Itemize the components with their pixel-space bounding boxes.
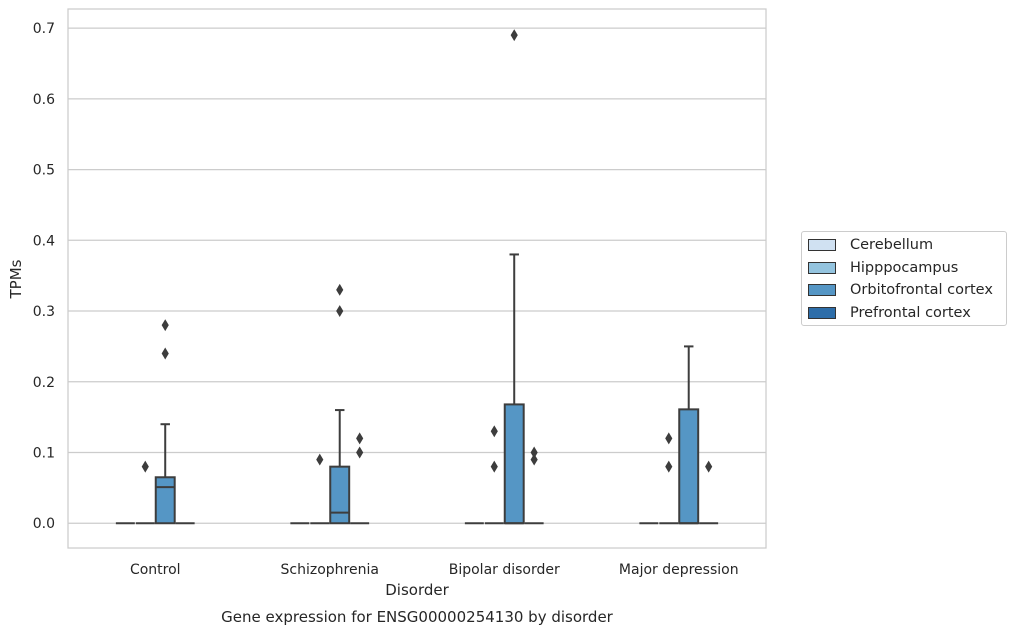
box-body — [154, 476, 176, 525]
legend-label: Orbitofrontal cortex — [850, 282, 993, 298]
legend-item-hippocampus: Hipppocampus — [808, 258, 958, 278]
outlier-points — [141, 29, 713, 473]
y-tick-label: 0.3 — [33, 304, 55, 320]
outlier-point — [316, 453, 324, 466]
chart-title: Gene expression for ENSG00000254130 by d… — [221, 608, 614, 626]
legend-swatch — [808, 284, 836, 296]
y-tick-label: 0.2 — [33, 375, 55, 391]
grid-lines — [68, 27, 766, 524]
outlier-point — [336, 305, 344, 318]
legend-item-prefrontal-cortex: Prefrontal cortex — [808, 303, 971, 323]
outlier-point — [356, 446, 364, 459]
outlier-point — [490, 425, 498, 438]
box-body — [329, 465, 351, 525]
y-tick-labels: 0.0 0.1 0.2 0.3 0.4 0.5 0.6 0.7 — [33, 21, 55, 532]
legend-swatch — [808, 239, 836, 251]
plot-frame — [67, 8, 767, 549]
outlier-point — [665, 432, 673, 445]
outlier-point — [665, 460, 673, 473]
box-group — [503, 253, 525, 525]
y-axis-label: TPMs — [7, 259, 25, 299]
x-tick-label: Bipolar disorder — [449, 562, 560, 578]
y-tick-label: 0.4 — [33, 233, 55, 249]
outlier-point — [161, 347, 169, 360]
outlier-point — [530, 453, 538, 466]
legend: Cerebellum Hipppocampus Orbitofrontal co… — [801, 231, 1007, 326]
outlier-point — [336, 283, 344, 296]
outlier-point — [510, 29, 518, 42]
outlier-point — [490, 460, 498, 473]
y-tick-label: 0.0 — [33, 516, 55, 532]
legend-label: Prefrontal cortex — [850, 305, 971, 321]
x-tick-label: Control — [130, 562, 181, 578]
x-tick-label: Schizophrenia — [281, 562, 379, 578]
x-tick-label: Major depression — [619, 562, 739, 578]
outlier-point — [141, 460, 149, 473]
legend-swatch — [808, 262, 836, 274]
legend-label: Cerebellum — [850, 237, 934, 253]
box-group — [154, 423, 176, 525]
x-axis-label: Disorder — [385, 581, 449, 599]
y-tick-label: 0.5 — [33, 163, 55, 179]
box-group — [678, 345, 700, 525]
y-tick-label: 0.7 — [33, 21, 55, 37]
legend-item-orbitofrontal-cortex: Orbitofrontal cortex — [808, 280, 993, 300]
outlier-point — [530, 446, 538, 459]
legend-swatch — [808, 307, 836, 319]
outlier-point — [356, 432, 364, 445]
box-group — [329, 409, 351, 525]
outlier-point — [705, 460, 713, 473]
y-tick-label: 0.1 — [33, 446, 55, 462]
y-tick-label: 0.6 — [33, 92, 55, 108]
box-series — [115, 253, 719, 525]
legend-label: Hipppocampus — [850, 260, 959, 276]
box-body — [503, 403, 525, 525]
x-tick-labels: Control Schizophrenia Bipolar disorder Majo… — [130, 562, 739, 578]
box-body — [678, 408, 700, 525]
outlier-point — [161, 319, 169, 332]
legend-item-cerebellum: Cerebellum — [808, 235, 933, 255]
